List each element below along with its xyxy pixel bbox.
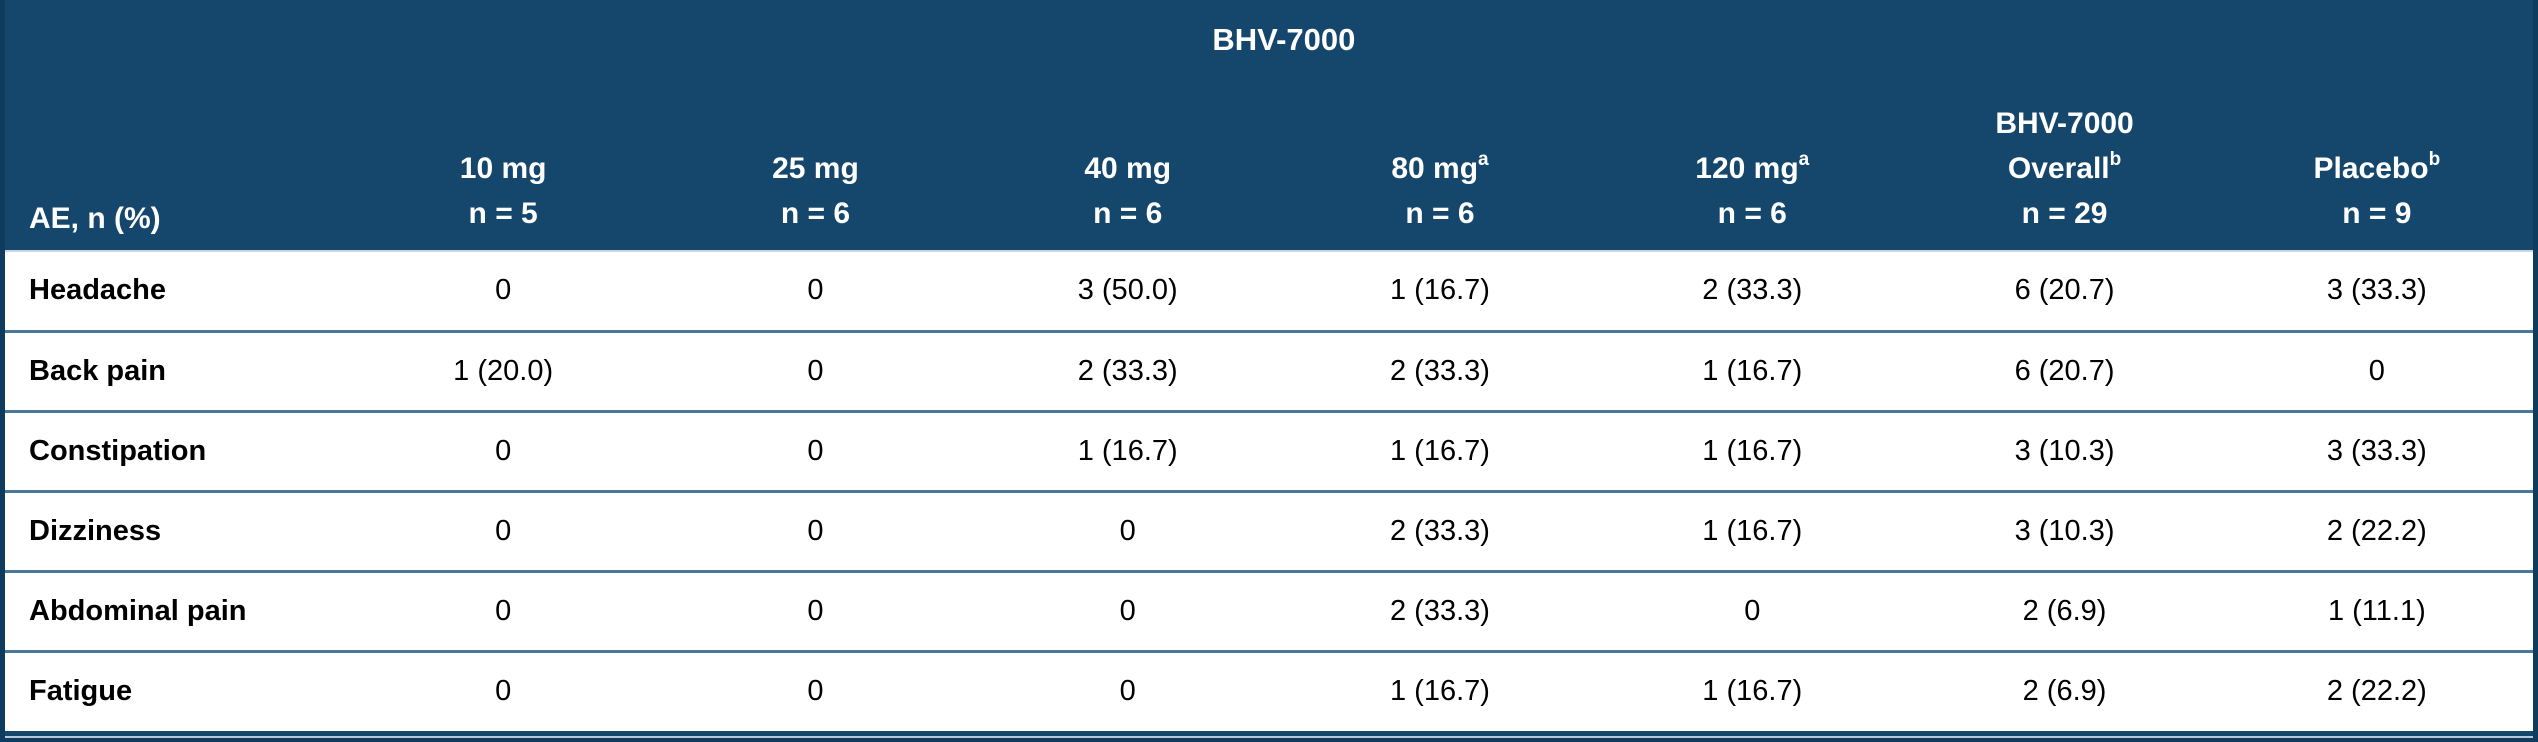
table-bottom-border [5, 731, 2533, 742]
table-row-constipation: Constipation 0 0 1 (16.7) 1 (16.7) 1 (16… [5, 411, 2533, 491]
column-label: 40 mg [972, 146, 1284, 191]
value-cell: 1 (11.1) [2327, 594, 2426, 627]
column-header-40mg: 40 mg n = 6 [971, 72, 1284, 251]
value-cell: 1 (16.7) [1702, 514, 1803, 547]
value-cell: 2 (33.3) [1390, 354, 1490, 387]
column-n-label: n = 5 [468, 197, 538, 230]
bottom-border-stripe-dark [5, 731, 2533, 736]
table-row-headache: Headache 0 0 3 (50.0) 1 (16.7) 2 (33.3) … [5, 251, 2533, 331]
value-cell: 1 (16.7) [1702, 354, 1803, 387]
value-cell: 1 (16.7) [1702, 434, 1803, 467]
value-cell: 6 (20.7) [2014, 274, 2115, 307]
column-n-label: n = 29 [2021, 197, 2108, 230]
column-dose-label: 40 mg [1084, 152, 1172, 185]
value-cell: 2 (33.3) [1077, 354, 1178, 387]
column-label: 25 mg [659, 146, 971, 191]
column-top-label: BHV-7000 [1995, 107, 2134, 140]
value-cell: 0 [495, 594, 512, 627]
column-header-120mg: 120 mga n = 6 [1596, 72, 1909, 251]
column-n-label: n = 9 [2342, 197, 2412, 230]
column-n-label: n = 6 [1093, 197, 1163, 230]
value-cell: 0 [1119, 594, 1136, 627]
column-n-label: n = 6 [1717, 197, 1787, 230]
value-cell: 0 [807, 594, 824, 627]
value-cell: 2 (6.9) [2022, 594, 2107, 627]
value-cell: 0 [495, 434, 512, 467]
value-cell: 1 (16.7) [1702, 675, 1803, 708]
value-cell: 0 [2368, 354, 2385, 387]
value-cell: 3 (10.3) [2014, 514, 2115, 547]
row-label: Fatigue [29, 675, 133, 708]
footnote-marker: a [1798, 149, 1810, 170]
column-dose-label: 120 mg [1695, 152, 1799, 185]
value-cell: 0 [1119, 675, 1136, 708]
column-label: 120 mga [1596, 146, 1908, 191]
value-cell: 3 (33.3) [2326, 434, 2427, 467]
value-cell: 1 (16.7) [1077, 434, 1178, 467]
column-dose-label: 80 mg [1391, 152, 1479, 185]
dose-columns-row: 10 mg n = 5 25 mg n = 6 40 mg n = 6 80 m… [5, 72, 2533, 251]
footnote-marker: b [2428, 149, 2441, 170]
value-cell: 0 [495, 274, 512, 307]
value-cell: 6 (20.7) [2014, 354, 2115, 387]
ae-column-header: AE, n (%) [5, 0, 347, 251]
bottom-border-stripe-dark [5, 738, 2533, 742]
value-cell: 0 [495, 514, 512, 547]
row-label: Back pain [29, 354, 166, 387]
column-label: 10 mg [347, 146, 659, 191]
bottom-border-stripe-light [5, 736, 2533, 738]
column-header-10mg: 10 mg n = 5 [347, 72, 660, 251]
value-cell: 0 [1744, 594, 1761, 627]
column-label: 80 mga [1284, 146, 1596, 191]
column-label: Overallb [1908, 146, 2220, 191]
value-cell: 2 (6.9) [2022, 675, 2107, 708]
value-cell: 0 [807, 274, 824, 307]
value-cell: 0 [807, 675, 824, 708]
value-cell: 3 (33.3) [2326, 274, 2427, 307]
table-row-abdominal-pain: Abdominal pain 0 0 0 2 (33.3) 0 2 (6.9) … [5, 571, 2533, 651]
value-cell: 0 [495, 675, 512, 708]
group-title-bhv7000: BHV-7000 [347, 0, 2221, 72]
table-body: Headache 0 0 3 (50.0) 1 (16.7) 2 (33.3) … [5, 251, 2533, 731]
value-cell: 2 (22.2) [2326, 514, 2427, 547]
value-cell: 1 (16.7) [1390, 434, 1490, 467]
table-row-dizziness: Dizziness 0 0 0 2 (33.3) 1 (16.7) 3 (10.… [5, 491, 2533, 571]
value-cell: 1 (16.7) [1390, 675, 1490, 708]
value-cell: 2 (33.3) [1702, 274, 1803, 307]
value-cell: 2 (33.3) [1390, 594, 1490, 627]
value-cell: 1 (16.7) [1390, 274, 1490, 307]
column-dose-label: Overall [2007, 152, 2110, 185]
row-label: Abdominal pain [29, 594, 247, 627]
value-cell: 3 (50.0) [1077, 274, 1178, 307]
column-header-25mg: 25 mg n = 6 [659, 72, 972, 251]
value-cell: 2 (33.3) [1390, 514, 1490, 547]
footnote-marker: a [1478, 149, 1489, 170]
adverse-events-table: AE, n (%) BHV-7000 Placebob n = 9 10 mg … [5, 0, 2533, 731]
column-label: Placebob [2221, 146, 2533, 191]
column-header-placebo: Placebob n = 9 [2220, 0, 2533, 251]
row-label: Headache [29, 274, 167, 307]
value-cell: 2 (22.2) [2326, 675, 2427, 708]
column-header-overall: BHV-7000 Overallb n = 29 [1908, 72, 2221, 251]
table-row-back-pain: Back pain 1 (20.0) 0 2 (33.3) 2 (33.3) 1… [5, 331, 2533, 411]
column-n-label: n = 6 [780, 197, 851, 230]
row-label: Constipation [29, 434, 207, 467]
row-label: Dizziness [29, 514, 162, 547]
column-dose-label: 10 mg [459, 152, 547, 185]
column-n-label: n = 6 [1405, 197, 1475, 230]
table-header: AE, n (%) BHV-7000 Placebob n = 9 10 mg … [5, 0, 2533, 251]
group-title-row: AE, n (%) BHV-7000 Placebob n = 9 [5, 0, 2533, 251]
table-row-fatigue: Fatigue 0 0 0 1 (16.7) 1 (16.7) 2 (6.9) … [5, 651, 2533, 731]
value-cell: 0 [807, 514, 824, 547]
column-header-80mg: 80 mga n = 6 [1283, 72, 1597, 251]
value-cell: 0 [1119, 514, 1136, 547]
value-cell: 0 [807, 434, 824, 467]
value-cell: 0 [807, 354, 824, 387]
value-cell: 1 (20.0) [453, 354, 554, 387]
value-cell: 3 (10.3) [2014, 434, 2115, 467]
footnote-marker: b [2109, 149, 2122, 170]
column-dose-label: Placebo [2313, 152, 2429, 185]
column-dose-label: 25 mg [772, 152, 859, 185]
